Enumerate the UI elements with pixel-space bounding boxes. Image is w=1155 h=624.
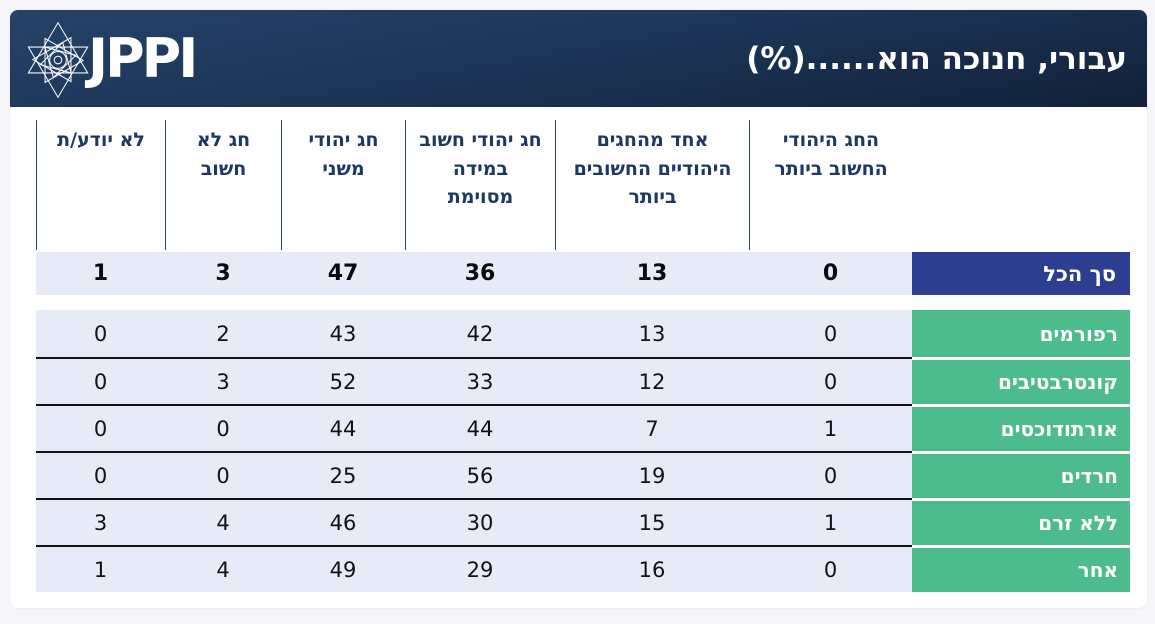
- table-cell: 49: [281, 545, 405, 592]
- table-cell: 0: [749, 545, 912, 592]
- table-cell: 0: [165, 404, 281, 451]
- column-header: החג היהודי החשוב ביותר: [749, 120, 912, 250]
- table-cell: 15: [555, 498, 749, 545]
- table-cell: 1: [36, 545, 165, 592]
- table-cell: 44: [405, 404, 555, 451]
- header-band: JPPI עבורי, חנוכה הוא......(%): [10, 10, 1147, 107]
- slide-title: עבורי, חנוכה הוא......(%): [746, 40, 1127, 77]
- column-header: אחד מהחגים היהודיים החשובים ביותר: [555, 120, 749, 250]
- table-cell: 0: [36, 451, 165, 498]
- table-cell: 52: [281, 357, 405, 404]
- header-spacer: [912, 120, 1130, 250]
- table-cell: 0: [165, 451, 281, 498]
- table-cell: 0: [749, 310, 912, 357]
- table-cell: 3: [165, 357, 281, 404]
- table-cell: 0: [749, 451, 912, 498]
- table-cell: 7: [555, 404, 749, 451]
- logo-text: JPPI: [88, 26, 198, 90]
- row-label-total: סך הכל: [912, 252, 1130, 295]
- table-cell: 46: [281, 498, 405, 545]
- table-row: אחר 0 16 29 49 4 1: [36, 545, 1130, 592]
- table-cell: 0: [749, 252, 912, 295]
- table-cell: 29: [405, 545, 555, 592]
- table-cell: 3: [36, 498, 165, 545]
- table-cell: 44: [281, 404, 405, 451]
- table-row: חרדים 0 19 56 25 0 0: [36, 451, 1130, 498]
- row-label: אורתודוכסים: [912, 404, 1130, 451]
- table-cell: 12: [555, 357, 749, 404]
- column-header: חג לא חשוב: [165, 120, 281, 250]
- table-cell: 33: [405, 357, 555, 404]
- results-table: החג היהודי החשוב ביותר אחד מהחגים היהודי…: [10, 107, 1147, 592]
- spacer: [36, 295, 1130, 310]
- row-label: חרדים: [912, 451, 1130, 498]
- column-header: חג יהודי חשוב במידה מסוימת: [405, 120, 555, 250]
- row-label: ללא זרם: [912, 498, 1130, 545]
- row-label: אחר: [912, 545, 1130, 592]
- table-cell: 1: [749, 498, 912, 545]
- table-cell: 19: [555, 451, 749, 498]
- table-cell: 47: [281, 252, 405, 295]
- table-cell: 30: [405, 498, 555, 545]
- table-cell: 0: [36, 404, 165, 451]
- table-cell: 1: [36, 252, 165, 295]
- jppi-logo: JPPI: [10, 16, 198, 102]
- table-row-total: סך הכל 0 13 36 47 3 1: [36, 252, 1130, 295]
- table-row: אורתודוכסים 1 7 44 44 0 0: [36, 404, 1130, 451]
- table-cell: 0: [36, 310, 165, 357]
- table-cell: 3: [165, 252, 281, 295]
- slide-card: JPPI עבורי, חנוכה הוא......(%) החג היהוד…: [10, 10, 1147, 608]
- table-cell: 16: [555, 545, 749, 592]
- row-label: רפורמים: [912, 310, 1130, 357]
- table-cell: 42: [405, 310, 555, 357]
- table-cell: 13: [555, 252, 749, 295]
- table-cell: 4: [165, 498, 281, 545]
- table-cell: 25: [281, 451, 405, 498]
- table-cell: 0: [749, 357, 912, 404]
- table-row: רפורמים 0 13 42 43 2 0: [36, 310, 1130, 357]
- table-cell: 0: [36, 357, 165, 404]
- column-header: חג יהודי משני: [281, 120, 405, 250]
- table-cell: 2: [165, 310, 281, 357]
- table-row: קונסרבטיבים 0 12 33 52 3 0: [36, 357, 1130, 404]
- star-of-david-icon: [27, 21, 89, 98]
- table-header-row: החג היהודי החשוב ביותר אחד מהחגים היהודי…: [36, 120, 1130, 250]
- table-cell: 36: [405, 252, 555, 295]
- table-row: ללא זרם 1 15 30 46 4 3: [36, 498, 1130, 545]
- table-cell: 4: [165, 545, 281, 592]
- table-cell: 56: [405, 451, 555, 498]
- table-cell: 13: [555, 310, 749, 357]
- table-cell: 43: [281, 310, 405, 357]
- column-header: לא יודע/ת: [36, 120, 165, 250]
- row-label: קונסרבטיבים: [912, 357, 1130, 404]
- table-cell: 1: [749, 404, 912, 451]
